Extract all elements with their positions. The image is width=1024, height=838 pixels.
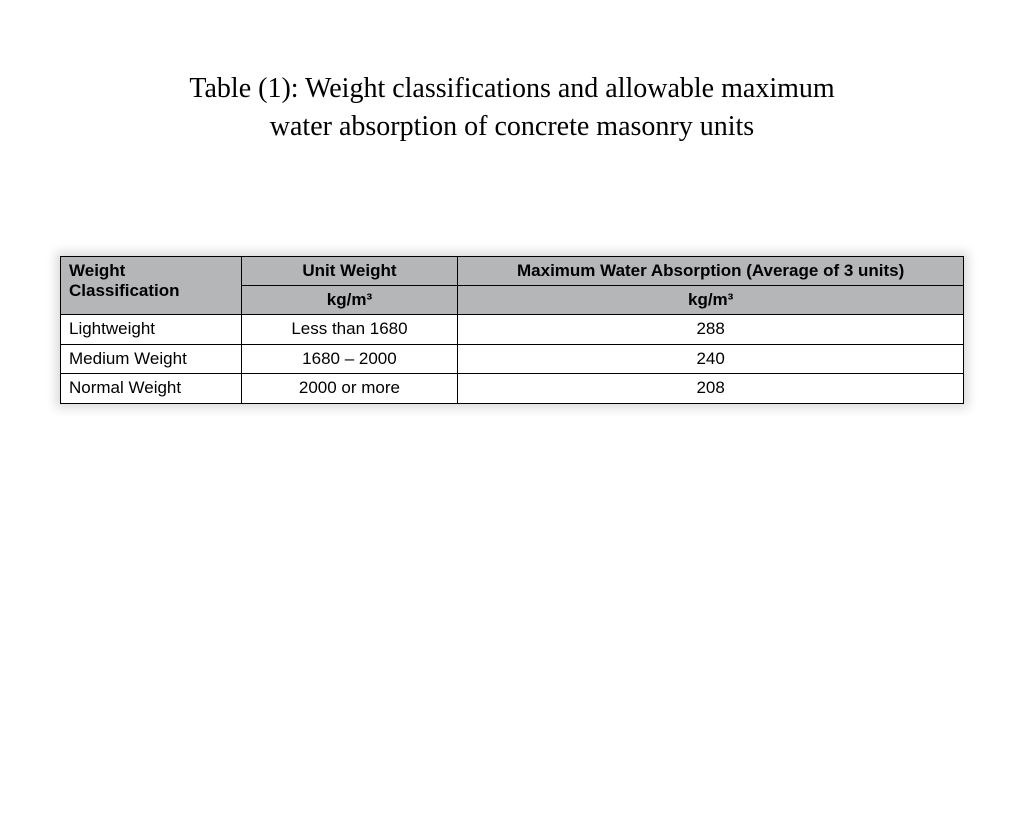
col-unit-weight-unit: kg/m³ [241, 285, 458, 314]
table-row: Lightweight Less than 1680 288 [61, 315, 964, 344]
col-absorption-unit: kg/m³ [458, 285, 964, 314]
classification-table: Weight Classification Unit Weight Maximu… [60, 256, 964, 404]
table-row: Medium Weight 1680 – 2000 240 [61, 344, 964, 373]
cell-absorption: 240 [458, 344, 964, 373]
cell-classification: Lightweight [61, 315, 242, 344]
col-header-absorption: Maximum Water Absorption (Average of 3 u… [458, 256, 964, 285]
title-line-2: water absorption of concrete masonry uni… [270, 111, 754, 142]
cell-classification: Normal Weight [61, 374, 242, 403]
cell-unit-weight: 1680 – 2000 [241, 344, 458, 373]
cell-classification: Medium Weight [61, 344, 242, 373]
table-container: Weight Classification Unit Weight Maximu… [60, 256, 964, 404]
col-header-classification: Weight Classification [61, 256, 242, 315]
cell-unit-weight: 2000 or more [241, 374, 458, 403]
table-header-row-1: Weight Classification Unit Weight Maximu… [61, 256, 964, 285]
table-row: Normal Weight 2000 or more 208 [61, 374, 964, 403]
title-line-1: Table (1): Weight classifications and al… [189, 73, 834, 104]
cell-absorption: 208 [458, 374, 964, 403]
col-header-unit-weight: Unit Weight [241, 256, 458, 285]
table-title: Table (1): Weight classifications and al… [80, 70, 944, 146]
cell-absorption: 288 [458, 315, 964, 344]
cell-unit-weight: Less than 1680 [241, 315, 458, 344]
